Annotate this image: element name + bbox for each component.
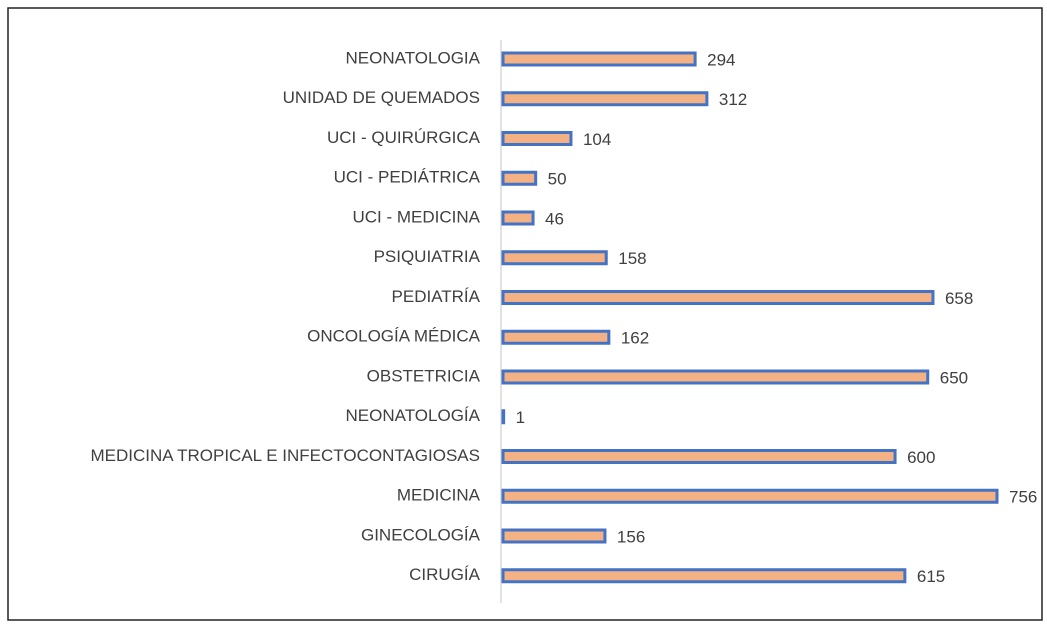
value-label: 600 (907, 448, 935, 467)
bar (501, 131, 573, 146)
value-label: 1 (516, 408, 525, 427)
bar (501, 170, 538, 186)
value-label: 50 (548, 170, 567, 189)
value-label: 46 (545, 209, 564, 228)
bar (501, 290, 935, 305)
value-label: 615 (917, 567, 945, 586)
bar (501, 568, 907, 584)
category-label: PSIQUIATRIA (374, 247, 481, 266)
bar (501, 449, 897, 464)
category-label: UCI - QUIRÚRGICA (327, 128, 481, 147)
value-label: 104 (583, 130, 611, 149)
category-label: GINECOLOGÍA (361, 525, 481, 544)
bar (501, 210, 535, 226)
bar (501, 409, 506, 425)
bar (501, 91, 709, 107)
category-label: UCI - PEDIÁTRICA (334, 168, 481, 187)
bar (501, 369, 930, 385)
category-label: PEDIATRÍA (392, 287, 481, 306)
category-label: ONCOLOGÍA MÉDICA (307, 327, 481, 346)
category-label: OBSTETRICIA (367, 366, 481, 385)
bar (501, 488, 999, 504)
category-label: UCI - MEDICINA (353, 207, 481, 226)
category-label: CIRUGÍA (409, 565, 481, 584)
frame (7, 7, 1043, 621)
value-label: 294 (707, 50, 735, 69)
category-label: NEONATOLOGÍA (346, 406, 481, 425)
category-label: UNIDAD DE QUEMADOS (283, 88, 480, 107)
bar (501, 51, 697, 67)
value-label: 650 (940, 368, 968, 387)
bar (501, 528, 607, 544)
value-label: 158 (618, 249, 646, 268)
category-label: MEDICINA TROPICAL E INFECTOCONTAGIOSAS (91, 446, 481, 465)
value-label: 312 (719, 90, 747, 109)
category-label: MEDICINA (397, 486, 481, 505)
value-label: 658 (945, 289, 973, 308)
category-label: NEONATOLOGIA (346, 48, 481, 67)
value-label: 756 (1009, 488, 1037, 507)
bar (501, 250, 608, 266)
bar (501, 329, 611, 345)
value-label: 162 (621, 329, 649, 348)
value-label: 156 (617, 527, 645, 546)
